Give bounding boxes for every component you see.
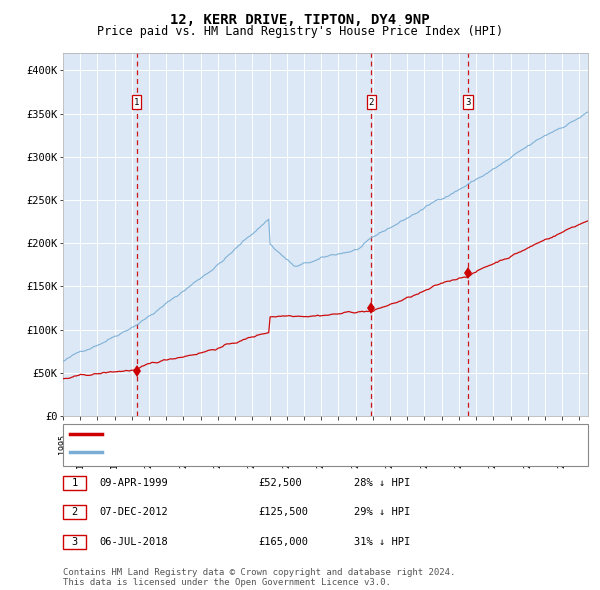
Text: 1: 1 [71,478,77,487]
Text: 3: 3 [71,537,77,546]
Text: 1999: 1999 [127,434,136,454]
Text: 2001: 2001 [162,434,171,454]
Text: 2002: 2002 [179,448,188,468]
Text: £125,500: £125,500 [258,507,308,517]
Text: 2004: 2004 [214,448,223,468]
Text: 2: 2 [71,507,77,517]
Text: 2014: 2014 [386,448,395,468]
Text: 2024: 2024 [557,448,566,468]
Text: 2012: 2012 [351,448,360,468]
Text: 2007: 2007 [265,434,274,454]
Text: Contains HM Land Registry data © Crown copyright and database right 2024.
This d: Contains HM Land Registry data © Crown c… [63,568,455,587]
Text: 12, KERR DRIVE, TIPTON, DY4 9NP (detached house): 12, KERR DRIVE, TIPTON, DY4 9NP (detache… [108,430,408,439]
Text: 2025: 2025 [575,434,584,454]
Text: 2015: 2015 [403,434,412,454]
Text: 2022: 2022 [523,448,532,468]
Text: 2003: 2003 [196,434,205,454]
Text: 1996: 1996 [76,448,85,468]
Text: 2013: 2013 [368,434,377,454]
Text: 2019: 2019 [472,434,481,454]
Text: £52,500: £52,500 [258,478,302,487]
Text: 2017: 2017 [437,434,446,454]
Text: 2021: 2021 [506,434,515,454]
Text: £165,000: £165,000 [258,537,308,546]
Text: 2000: 2000 [145,448,154,468]
Text: 1998: 1998 [110,448,119,468]
Text: 2011: 2011 [334,434,343,454]
Text: 28% ↓ HPI: 28% ↓ HPI [354,478,410,487]
Text: 1: 1 [134,97,139,107]
Text: 12, KERR DRIVE, TIPTON, DY4 9NP: 12, KERR DRIVE, TIPTON, DY4 9NP [170,13,430,27]
Text: 09-APR-1999: 09-APR-1999 [99,478,168,487]
Text: 1995: 1995 [59,434,67,454]
Text: 2008: 2008 [282,448,291,468]
Text: 3: 3 [465,97,470,107]
Text: 07-DEC-2012: 07-DEC-2012 [99,507,168,517]
Text: 06-JUL-2018: 06-JUL-2018 [99,537,168,546]
Text: 2016: 2016 [420,448,429,468]
Text: 2009: 2009 [299,434,308,454]
Text: 2010: 2010 [317,448,326,468]
Text: HPI: Average price, detached house, Sandwell: HPI: Average price, detached house, Sand… [108,447,383,457]
Text: 2005: 2005 [230,434,239,454]
Text: 2006: 2006 [248,448,257,468]
Text: 29% ↓ HPI: 29% ↓ HPI [354,507,410,517]
Text: 2018: 2018 [454,448,463,468]
Text: 1997: 1997 [93,434,102,454]
Text: 2020: 2020 [489,448,498,468]
Text: 31% ↓ HPI: 31% ↓ HPI [354,537,410,546]
Text: Price paid vs. HM Land Registry's House Price Index (HPI): Price paid vs. HM Land Registry's House … [97,25,503,38]
Text: 2023: 2023 [541,434,550,454]
Text: 2: 2 [369,97,374,107]
